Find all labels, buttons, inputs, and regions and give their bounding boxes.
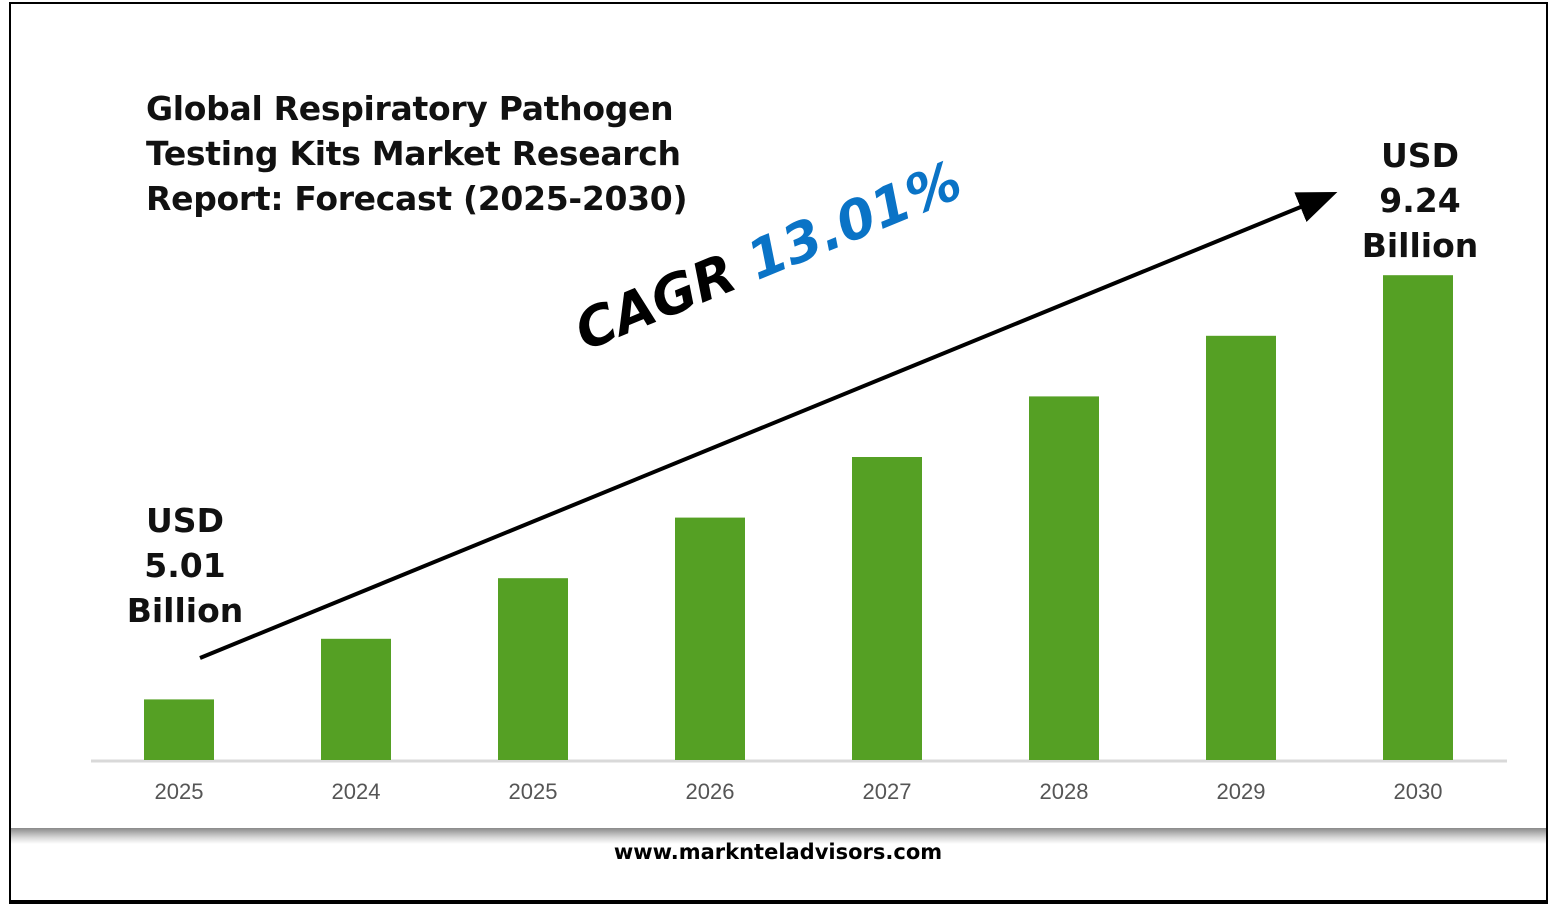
end-value-label: USD 9.24 Billion <box>1345 133 1495 268</box>
start-unit: Billion <box>126 591 244 630</box>
bar <box>675 517 745 760</box>
bar <box>1029 396 1099 760</box>
end-currency: USD <box>1381 136 1459 175</box>
title-line: Testing Kits Market Research <box>146 134 681 173</box>
start-value: 5.01 <box>144 546 226 585</box>
x-tick-label: 2025 <box>509 779 558 804</box>
title-line: Global Respiratory Pathogen <box>146 89 674 128</box>
end-value: 9.24 <box>1379 181 1461 220</box>
x-tick-label: 2024 <box>332 779 381 804</box>
title-line: Report: Forecast (2025-2030) <box>146 179 688 218</box>
bar <box>321 638 391 760</box>
x-tick-label: 2028 <box>1040 779 1089 804</box>
growth-arrow <box>199 191 1338 660</box>
x-tick-label: 2027 <box>863 779 912 804</box>
x-tick-label: 2030 <box>1394 779 1443 804</box>
bar <box>1383 275 1453 760</box>
start-currency: USD <box>146 501 224 540</box>
chart-frame <box>9 2 1548 904</box>
x-tick-label: 2029 <box>1217 779 1266 804</box>
end-unit: Billion <box>1361 226 1479 265</box>
footer-divider <box>11 828 1546 844</box>
chart-title: Global Respiratory Pathogen Testing Kits… <box>146 86 688 221</box>
x-tick-label: 2026 <box>686 779 735 804</box>
bar <box>144 699 214 760</box>
bar <box>498 578 568 760</box>
bar <box>1206 335 1276 760</box>
x-tick-label: 2025 <box>155 779 204 804</box>
bar <box>852 457 922 760</box>
start-value-label: USD 5.01 Billion <box>110 498 260 633</box>
footer-website: www.marknteladvisors.com <box>613 840 943 864</box>
